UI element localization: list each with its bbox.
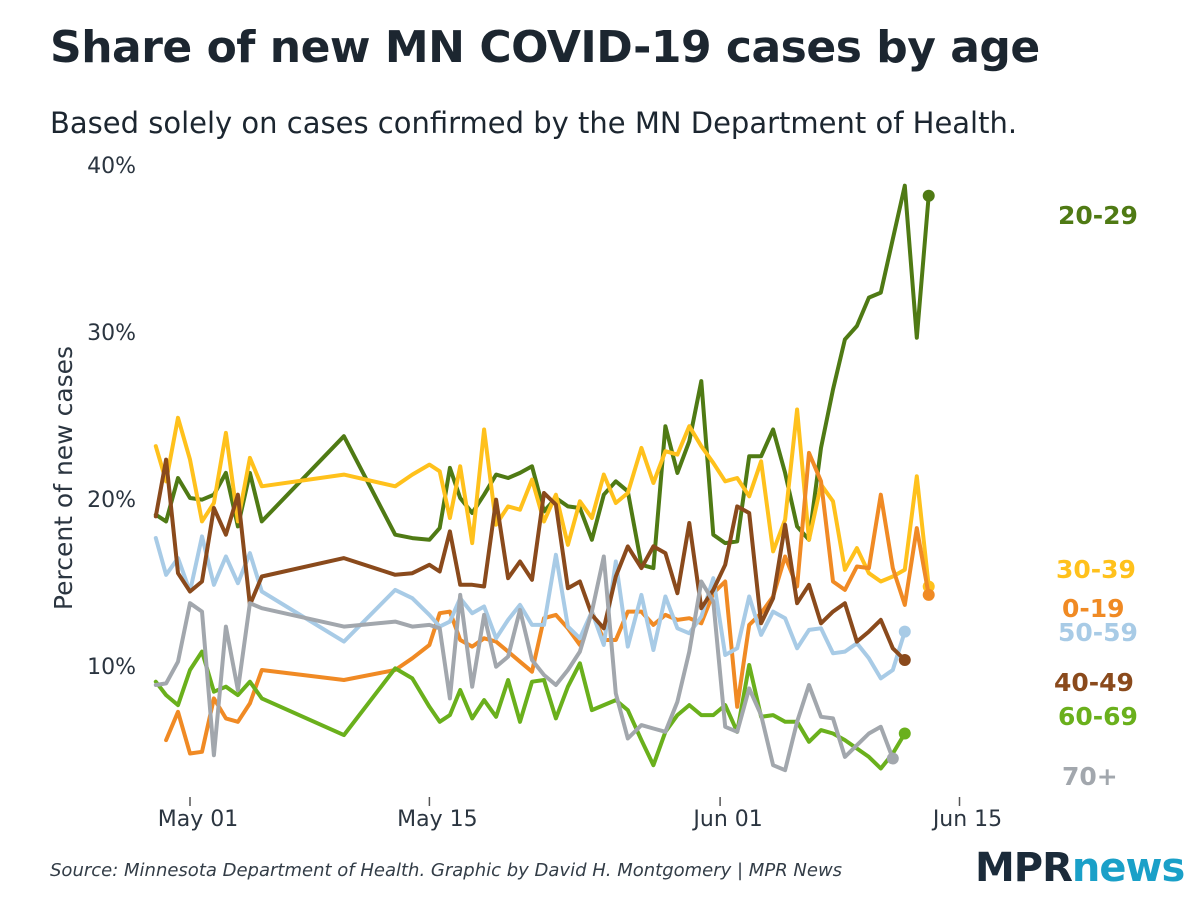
y-tick-label: 20% xyxy=(87,488,136,513)
series-line-60-69 xyxy=(153,649,907,771)
series-label-50-59: 50-59 xyxy=(1058,618,1138,647)
series-end-point-50-59 xyxy=(898,625,911,638)
series-end-point-20-29 xyxy=(922,189,935,202)
logo-mpr-text: MPR xyxy=(975,845,1073,891)
series-label-0-19: 0-19 xyxy=(1062,594,1125,623)
chart-subtitle: Based solely on cases confirmed by the M… xyxy=(50,106,1018,140)
series-label-70+: 70+ xyxy=(1062,762,1118,791)
series-end-point-60-69 xyxy=(898,727,911,740)
series-label-20-29: 20-29 xyxy=(1058,201,1138,230)
series-label-40-49: 40-49 xyxy=(1054,668,1134,697)
series-label-30-39: 30-39 xyxy=(1056,555,1136,584)
logo-news-text: news xyxy=(1071,845,1185,891)
x-tick-label: May 15 xyxy=(397,807,477,832)
y-tick-label: 10% xyxy=(87,655,136,680)
mpr-news-logo: MPRnews xyxy=(975,845,1185,891)
y-tick-label: 40% xyxy=(87,154,136,179)
series-line-20-29 xyxy=(153,183,931,571)
series-end-point-0-19 xyxy=(922,588,935,601)
x-tick-label: Jun 15 xyxy=(931,807,1002,832)
x-tick-label: May 01 xyxy=(158,807,238,832)
y-tick-label: 30% xyxy=(87,321,136,346)
series-end-point-40-49 xyxy=(898,653,911,666)
series-label-60-69: 60-69 xyxy=(1058,702,1138,731)
series-line-70+ xyxy=(153,554,895,773)
series-line-30-39 xyxy=(153,407,931,589)
source-note: Source: Minnesota Department of Health. … xyxy=(50,860,843,881)
series-line-40-49 xyxy=(153,457,907,662)
chart-title: Share of new MN COVID-19 cases by age xyxy=(50,22,1040,73)
x-tick-label: Jun 01 xyxy=(691,807,762,832)
y-axis-label: Percent of new cases xyxy=(49,346,78,610)
series-end-point-70+ xyxy=(886,752,899,765)
